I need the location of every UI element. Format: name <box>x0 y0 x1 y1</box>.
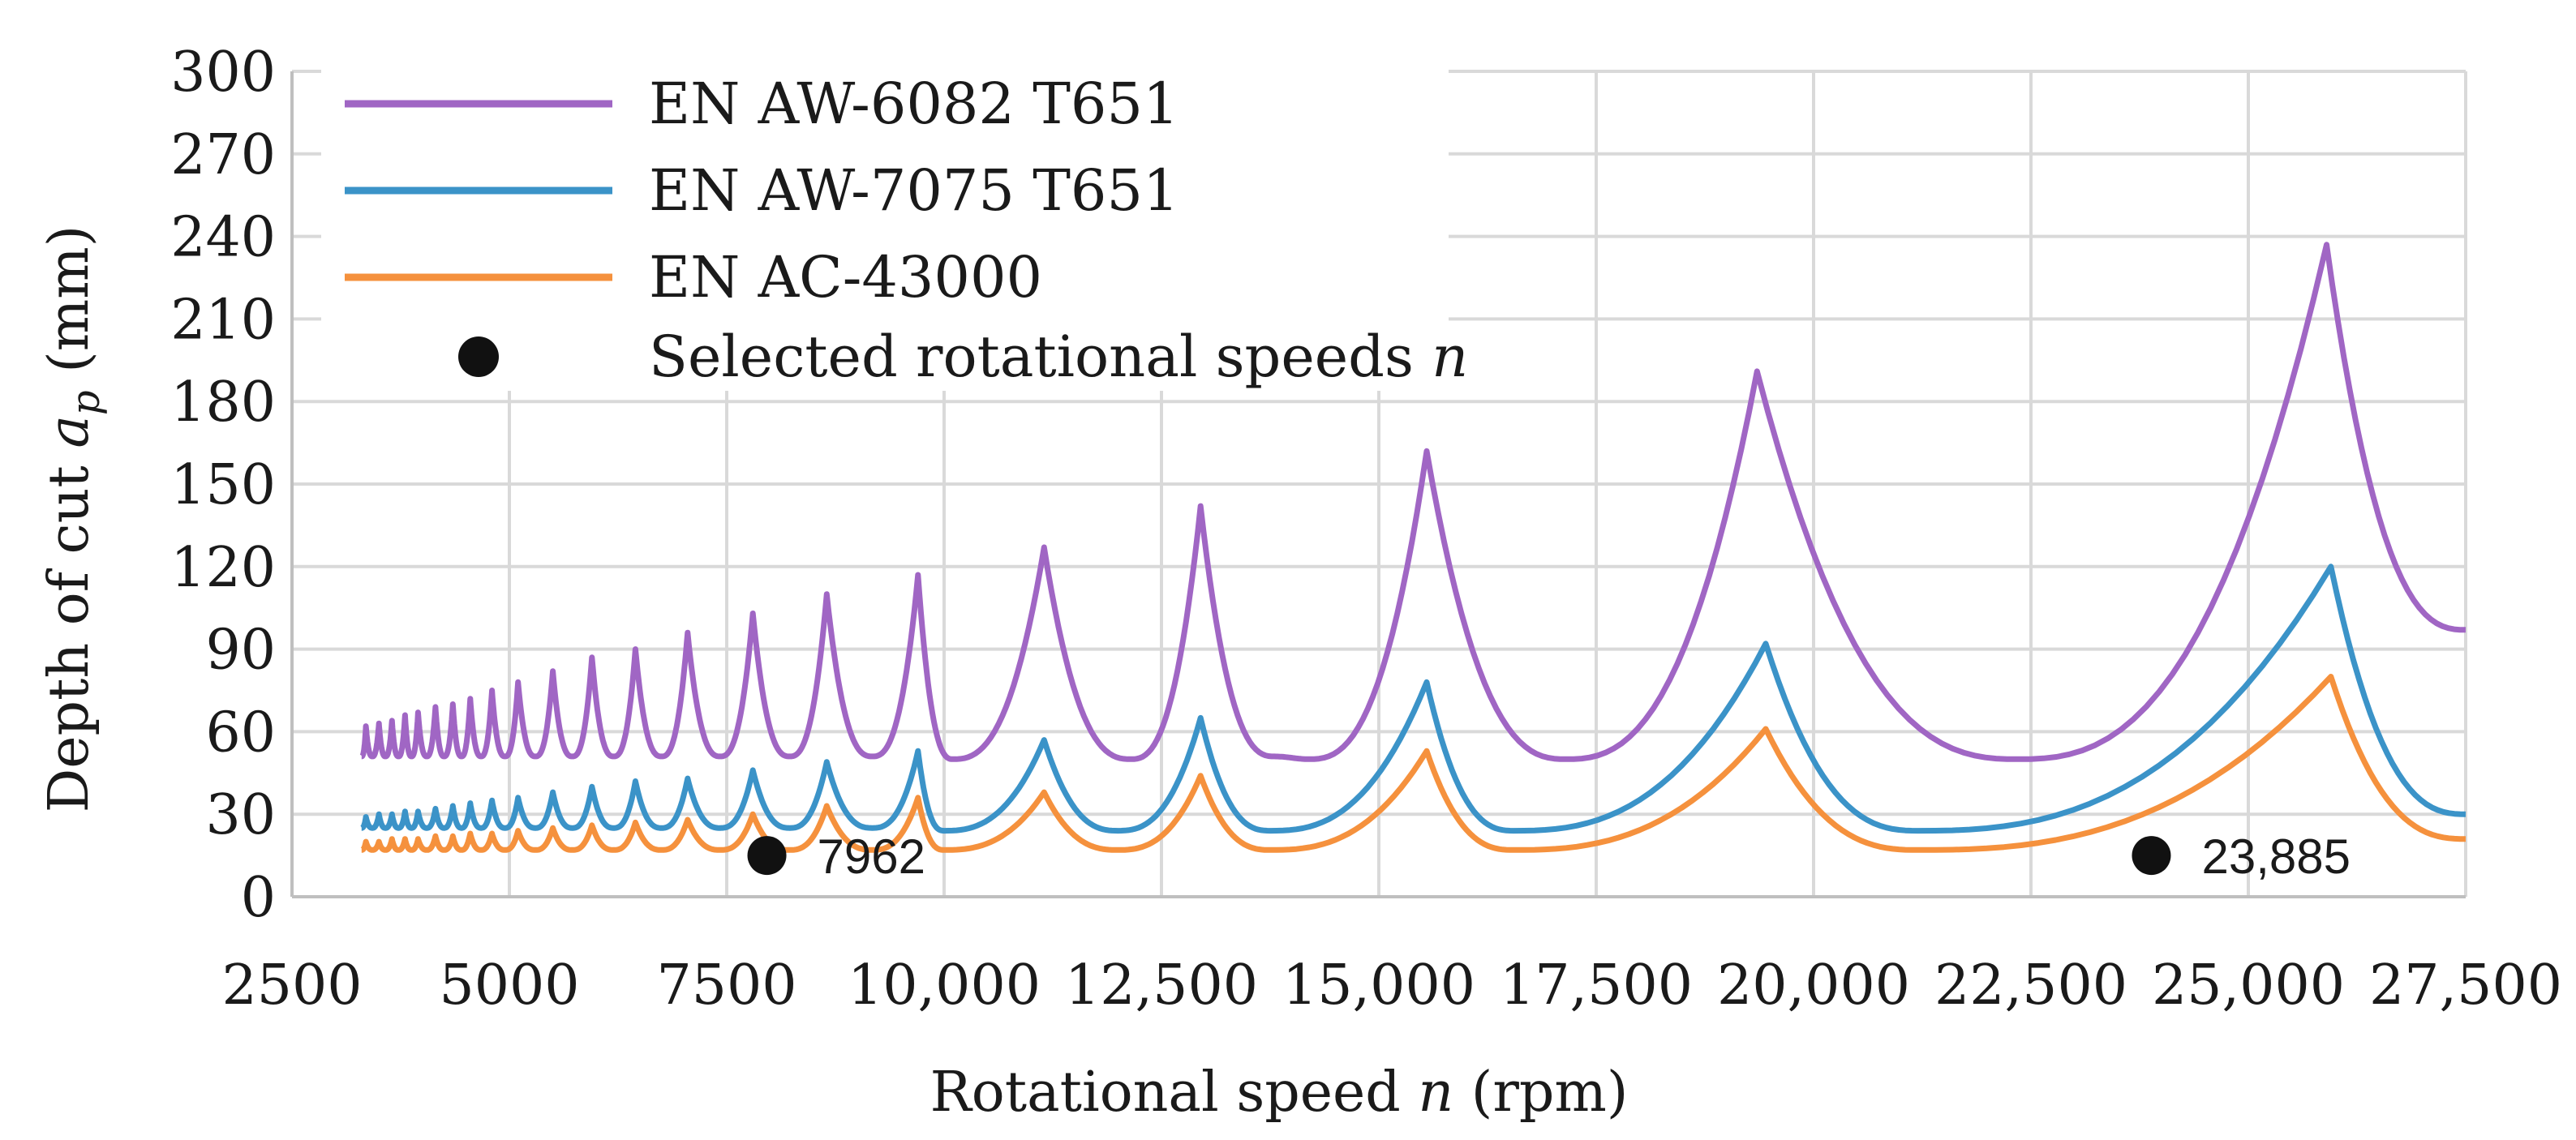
y-tick-label: 300 <box>170 41 276 105</box>
y-tick-label: 30 <box>205 783 276 847</box>
x-tick-label: 20,000 <box>1717 954 1910 1018</box>
legend-background <box>321 66 1449 391</box>
series-line-3 <box>358 674 2466 853</box>
y-tick-label: 180 <box>170 371 276 435</box>
legend-label-series-2: EN AW-7075 T651 <box>649 157 1179 224</box>
legend-label-series-3: EN AC-43000 <box>649 244 1042 311</box>
axes: 0 30 60 90 120 150 180 210 240 270 300 2500 5000 7500… <box>170 41 2562 1018</box>
x-tick-label: 10,000 <box>848 954 1041 1018</box>
x-tick-label: 7500 <box>656 954 796 1018</box>
y-tick-label: 150 <box>170 453 276 517</box>
y-axis-title: Depth of cut ap (mm) <box>37 225 109 813</box>
series-lines <box>358 242 2467 853</box>
x-tick-label: 27,500 <box>2369 954 2562 1018</box>
x-axis-title: Rotational speed n (rpm) <box>930 1061 1629 1125</box>
x-tick-label: 25,000 <box>2152 954 2345 1018</box>
x-tick-label: 2500 <box>221 954 362 1018</box>
y-tick-label: 60 <box>205 701 276 765</box>
legend-label-series-1: EN AW-6082 T651 <box>649 71 1179 137</box>
legend-swatch-selected-points <box>458 336 499 377</box>
x-tick-label: 12,500 <box>1065 954 1258 1018</box>
y-tick-label: 90 <box>205 619 276 683</box>
selected-point-marker <box>2132 836 2171 876</box>
x-tick-label: 17,500 <box>1500 954 1693 1018</box>
y-tick-label: 210 <box>170 288 276 352</box>
x-tick-label: 15,000 <box>1282 954 1475 1018</box>
series-line-2 <box>358 564 2467 834</box>
legend: EN AW-6082 T651 EN AW-7075 T651 EN AC-43… <box>321 66 1468 391</box>
selected-point-label: 7962 <box>818 829 925 884</box>
series-line-1 <box>358 242 2467 762</box>
y-tick-label: 270 <box>170 123 276 187</box>
x-tick-label: 22,500 <box>1934 954 2127 1018</box>
y-tick-label: 240 <box>170 206 276 270</box>
x-tick-label: 5000 <box>439 954 579 1018</box>
y-tick-label: 120 <box>170 536 276 600</box>
selected-point-label: 23,885 <box>2201 829 2351 884</box>
legend-label-selected-points: Selected rotational speeds n <box>649 324 1468 390</box>
y-tick-label: 0 <box>241 866 276 930</box>
selected-points: 7962 23,885 <box>747 829 2351 884</box>
selected-point-marker <box>747 836 787 876</box>
